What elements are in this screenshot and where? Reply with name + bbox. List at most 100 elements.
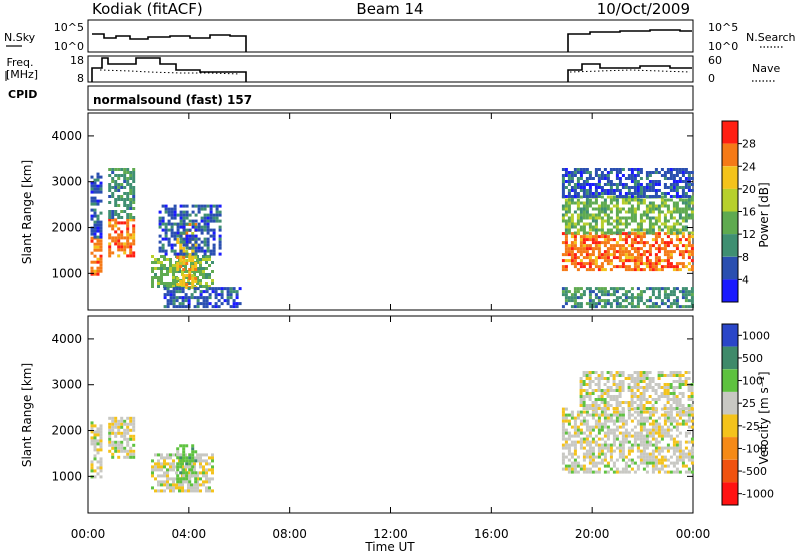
power-cell	[681, 253, 685, 257]
velocity-cell	[126, 422, 130, 426]
velocity-colorbar-frame	[721, 323, 739, 506]
velocity-cell	[663, 428, 667, 432]
velocity-cell	[600, 389, 604, 392]
power-cell	[630, 219, 634, 223]
velocity-cell	[639, 410, 643, 414]
velocity-cell	[579, 422, 583, 426]
velocity-cell	[99, 430, 103, 434]
power-cell	[561, 213, 565, 217]
power-cell	[636, 235, 640, 239]
velocity-cell	[166, 468, 169, 472]
power-cell	[672, 293, 676, 297]
power-cell	[663, 244, 667, 248]
power-cell	[567, 198, 571, 202]
velocity-cell	[579, 380, 583, 383]
power-cell	[570, 201, 574, 205]
velocity-cell	[184, 480, 187, 484]
power-cell	[582, 256, 586, 260]
velocity-cell	[651, 398, 655, 401]
power-cell	[636, 204, 640, 208]
velocity-cell	[630, 443, 634, 447]
power-cell	[606, 183, 610, 186]
velocity-cell	[603, 419, 607, 423]
velocity-cell	[191, 447, 195, 451]
power-cell	[567, 228, 571, 232]
power-cell	[618, 192, 622, 195]
power-cell	[645, 262, 649, 266]
power-cell	[564, 253, 568, 257]
power-cell	[675, 244, 679, 248]
power-cell	[160, 273, 163, 276]
velocity-cell	[654, 401, 658, 404]
velocity-cell	[684, 407, 688, 410]
power-cell	[154, 276, 157, 279]
power-cell	[627, 189, 631, 192]
power-cell	[654, 192, 658, 195]
power-cell	[123, 186, 127, 189]
power-cell	[179, 204, 183, 208]
velocity-cell	[669, 416, 673, 420]
power-cell	[648, 228, 652, 232]
power-cell	[157, 258, 160, 261]
power-cell	[190, 270, 193, 273]
power-cell	[603, 174, 607, 177]
power-cell	[179, 213, 183, 217]
velocity-cell	[117, 419, 121, 423]
velocity-cell	[669, 374, 673, 377]
power-cell	[206, 249, 210, 253]
velocity-cell	[633, 410, 637, 414]
power-cell	[175, 296, 179, 300]
power-cell	[185, 234, 189, 238]
power-cell	[120, 195, 124, 198]
power-cell	[203, 222, 207, 226]
power-cell	[567, 192, 571, 195]
velocity-cell	[639, 422, 643, 426]
velocity-cell	[663, 407, 667, 410]
power-cell	[609, 259, 613, 263]
power-cell	[561, 174, 565, 177]
power-cell	[687, 268, 691, 272]
power-cell	[591, 201, 595, 205]
power-cell	[594, 259, 598, 263]
power-cell	[157, 279, 160, 282]
power-cell	[654, 232, 658, 236]
velocity-cell	[187, 486, 190, 490]
power-cell	[597, 296, 601, 300]
power-cell	[197, 249, 201, 253]
power-cell	[202, 273, 205, 276]
power-cell	[217, 287, 221, 291]
power-cell	[675, 219, 679, 223]
power-cell	[194, 277, 198, 280]
power-cell	[151, 261, 154, 264]
power-cell	[229, 305, 233, 309]
velocity-cell	[624, 377, 628, 380]
velocity-cell	[108, 440, 112, 444]
power-cell	[96, 190, 100, 194]
power-cell	[648, 259, 652, 263]
velocity-cell	[648, 416, 652, 420]
velocity-cell	[639, 449, 643, 453]
velocity-cell	[573, 428, 577, 432]
velocity-cell	[582, 371, 586, 374]
velocity-cell	[108, 449, 112, 453]
power-cell	[603, 259, 607, 263]
velocity-cell	[690, 413, 694, 417]
power-cell	[588, 189, 592, 192]
velocity-cell	[576, 461, 580, 465]
power-cell	[672, 228, 676, 232]
power-cell	[190, 296, 194, 300]
power-cell	[687, 201, 691, 205]
velocity-cell	[663, 416, 667, 420]
power-cell	[200, 240, 204, 244]
velocity-cell	[120, 416, 124, 420]
power-cell	[606, 177, 610, 180]
xtick-label: 08:00	[272, 527, 307, 541]
power-cell	[169, 302, 173, 306]
power-cell	[666, 296, 670, 300]
power-cell	[209, 252, 213, 256]
power-cell	[630, 238, 634, 242]
power-cell	[630, 305, 634, 309]
power-cell	[194, 252, 198, 256]
power-cell	[120, 248, 124, 252]
velocity-cell	[184, 468, 187, 472]
